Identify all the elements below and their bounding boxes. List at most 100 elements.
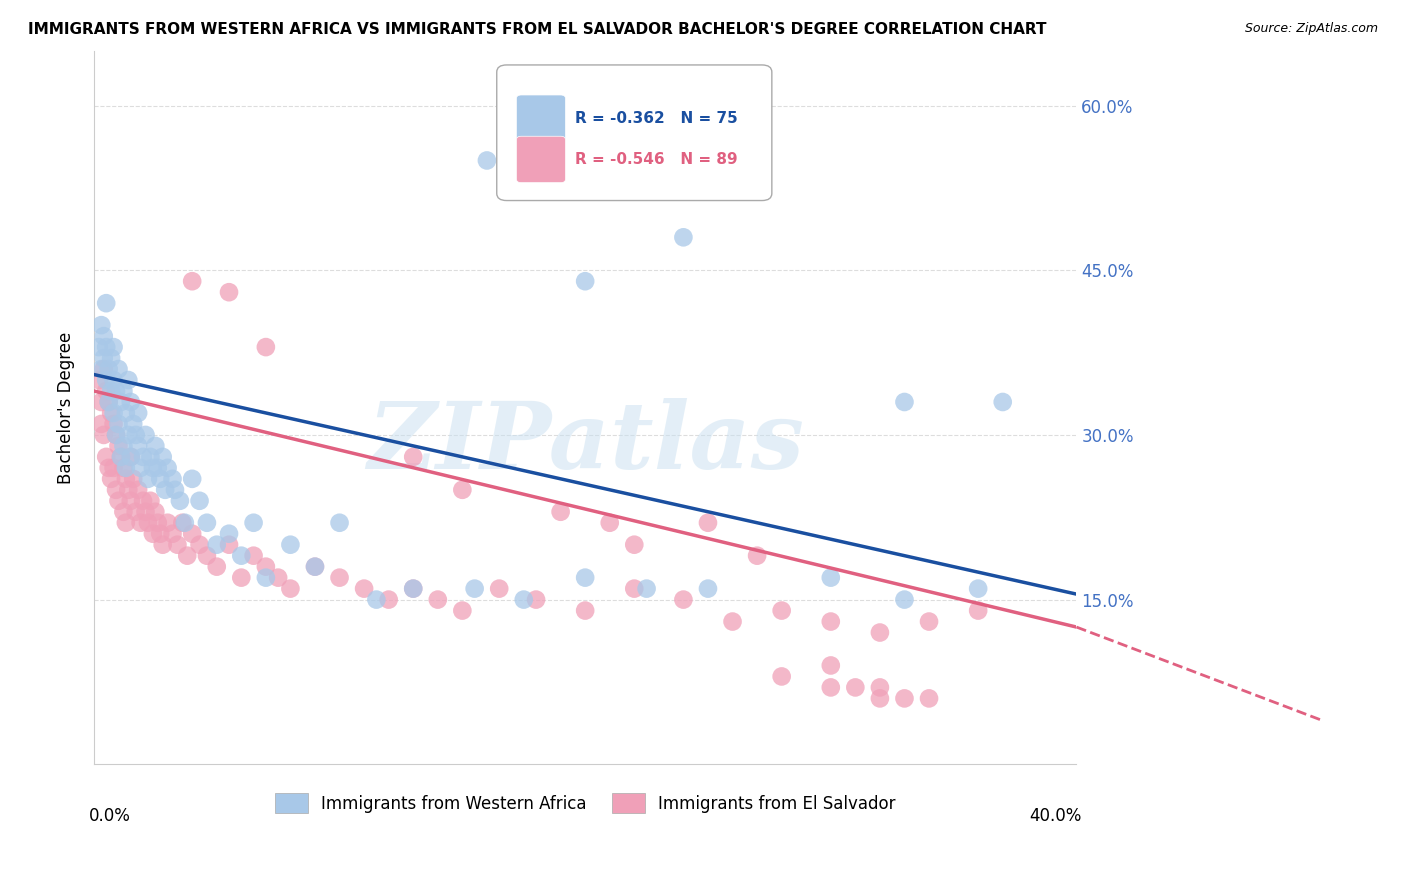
Point <box>869 625 891 640</box>
Point <box>377 592 399 607</box>
Legend: Immigrants from Western Africa, Immigrants from El Salvador: Immigrants from Western Africa, Immigran… <box>267 787 903 820</box>
Point <box>115 472 138 486</box>
Point <box>142 461 165 475</box>
Point <box>146 516 169 530</box>
Point <box>524 592 547 607</box>
Point <box>143 505 166 519</box>
Point <box>115 406 138 420</box>
Point <box>162 472 184 486</box>
Point <box>280 582 302 596</box>
Point <box>143 439 166 453</box>
Point <box>991 395 1014 409</box>
Point <box>90 362 112 376</box>
Point <box>117 373 139 387</box>
Point <box>623 538 645 552</box>
Point <box>110 450 132 464</box>
Point <box>893 691 915 706</box>
Point <box>129 461 152 475</box>
Point <box>636 582 658 596</box>
Text: 0.0%: 0.0% <box>89 807 131 825</box>
Point <box>105 428 128 442</box>
Point <box>770 603 793 617</box>
Point <box>254 571 277 585</box>
Text: R = -0.362   N = 75: R = -0.362 N = 75 <box>575 111 738 126</box>
Point <box>100 406 122 420</box>
FancyBboxPatch shape <box>496 65 772 201</box>
Point <box>869 691 891 706</box>
Point <box>87 373 110 387</box>
Point <box>172 516 194 530</box>
Y-axis label: Bachelor's Degree: Bachelor's Degree <box>58 331 75 483</box>
Point <box>120 450 142 464</box>
Point <box>107 493 129 508</box>
Point <box>366 592 388 607</box>
Point <box>820 658 842 673</box>
Point <box>550 505 572 519</box>
Point <box>132 493 155 508</box>
Point <box>188 538 211 552</box>
Point <box>242 516 264 530</box>
Point <box>820 571 842 585</box>
FancyBboxPatch shape <box>516 95 565 141</box>
Point <box>176 549 198 563</box>
Point <box>195 516 218 530</box>
Point <box>513 592 536 607</box>
Point <box>93 362 115 376</box>
Point <box>110 450 132 464</box>
Point <box>451 483 474 497</box>
Point <box>134 428 156 442</box>
Point <box>231 571 253 585</box>
Point <box>115 461 138 475</box>
Point <box>254 559 277 574</box>
Point <box>142 526 165 541</box>
Point <box>96 384 118 398</box>
Point <box>112 461 135 475</box>
Point <box>100 384 122 398</box>
Point <box>623 582 645 596</box>
Point <box>152 538 174 552</box>
Point <box>353 582 375 596</box>
Point <box>117 483 139 497</box>
Point <box>139 450 162 464</box>
Point <box>188 493 211 508</box>
Point <box>105 483 128 497</box>
Point <box>90 395 112 409</box>
Point <box>451 603 474 617</box>
Point <box>402 582 425 596</box>
Point <box>599 516 621 530</box>
Point <box>254 340 277 354</box>
Point <box>103 417 125 431</box>
Text: 40.0%: 40.0% <box>1029 807 1081 825</box>
Point <box>122 472 145 486</box>
Point <box>125 505 148 519</box>
Point <box>156 461 179 475</box>
Point <box>402 582 425 596</box>
Point <box>169 493 191 508</box>
Point <box>426 592 449 607</box>
Point <box>112 384 135 398</box>
Point <box>488 582 510 596</box>
Point <box>304 559 326 574</box>
Point <box>107 417 129 431</box>
Point <box>90 417 112 431</box>
Point <box>90 318 112 333</box>
Point <box>218 538 240 552</box>
Point <box>918 691 941 706</box>
Point <box>672 230 695 244</box>
Point <box>100 351 122 365</box>
Point <box>464 582 486 596</box>
Point <box>893 592 915 607</box>
Point <box>844 681 866 695</box>
Point <box>820 615 842 629</box>
Text: R = -0.546   N = 89: R = -0.546 N = 89 <box>575 152 738 167</box>
Point <box>87 340 110 354</box>
Point <box>107 362 129 376</box>
Point <box>697 516 720 530</box>
Point <box>120 395 142 409</box>
Text: IMMIGRANTS FROM WESTERN AFRICA VS IMMIGRANTS FROM EL SALVADOR BACHELOR'S DEGREE : IMMIGRANTS FROM WESTERN AFRICA VS IMMIGR… <box>28 22 1046 37</box>
Point <box>120 493 142 508</box>
Point <box>149 472 172 486</box>
Point <box>125 428 148 442</box>
Point <box>475 153 498 168</box>
Point <box>329 516 352 530</box>
